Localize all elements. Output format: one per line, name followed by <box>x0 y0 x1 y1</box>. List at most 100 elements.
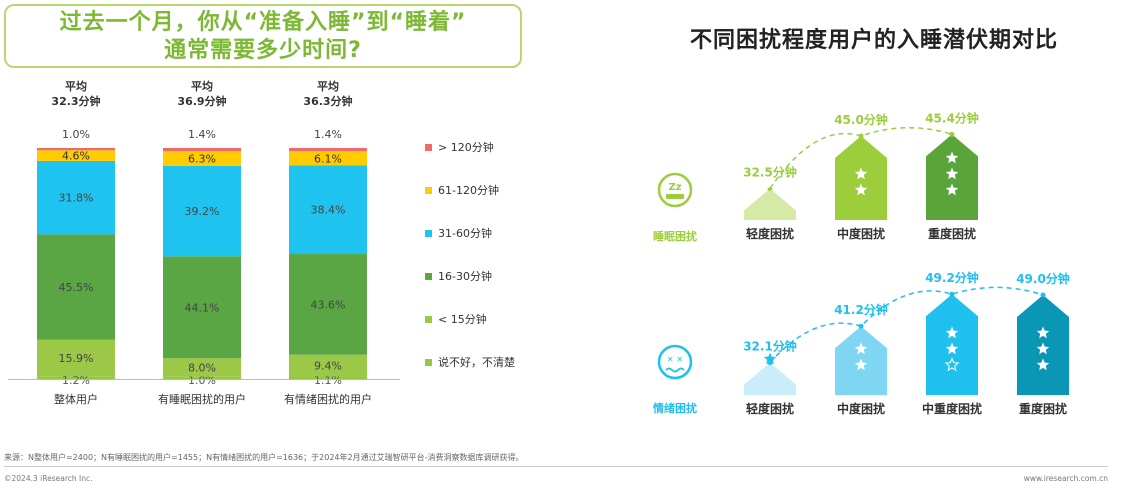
data-label: 38.4% <box>311 204 346 217</box>
star-icon <box>854 167 868 180</box>
category-label: 重度困扰 <box>928 226 976 241</box>
legend-label: 61-120分钟 <box>438 183 499 197</box>
data-label: 1.4% <box>188 128 216 141</box>
average-label: 平均 <box>65 79 87 93</box>
data-label: 9.4% <box>314 360 342 373</box>
legend-label: 说不好，不清楚 <box>438 355 515 369</box>
stack-segment <box>37 339 115 377</box>
question-line-1: 过去一个月，你从“准备入睡”到“睡着” <box>59 10 467 35</box>
value-label: 41.2分钟 <box>834 302 888 317</box>
star-icon <box>945 342 959 355</box>
stack-segment <box>163 358 241 377</box>
data-label: 1.0% <box>62 128 90 141</box>
star-icon <box>944 357 960 372</box>
value-label: 49.2分钟 <box>925 270 979 285</box>
star-icon <box>763 352 777 365</box>
trend-line <box>769 126 953 189</box>
stack-segment <box>37 160 115 235</box>
data-label: 44.1% <box>185 301 220 314</box>
house-bar <box>744 362 796 395</box>
stack-segment <box>37 376 115 379</box>
data-label: 6.1% <box>314 152 342 165</box>
sleep-icon-glyph: Zz <box>668 182 681 193</box>
group-label: 情绪困扰 <box>653 401 697 415</box>
stack-segment <box>163 256 241 359</box>
stack-segment <box>37 234 115 340</box>
value-label: 49.0分钟 <box>1016 271 1070 286</box>
house-bar <box>835 136 887 220</box>
average-label: 平均 <box>317 79 339 93</box>
copyright: ©2024.3 iResearch Inc. <box>4 474 93 483</box>
peak-dot <box>949 291 955 297</box>
star-icon <box>1036 358 1050 371</box>
category-label: 中重度困扰 <box>922 401 982 416</box>
mood-icon <box>657 344 693 380</box>
question-line-2: 通常需要多少时间? <box>164 38 362 63</box>
house-bar <box>744 188 796 220</box>
stack-segment <box>289 376 367 379</box>
star-icon <box>945 183 959 196</box>
star-icon <box>945 151 959 164</box>
stack-segment <box>163 151 241 166</box>
star-icon <box>945 167 959 180</box>
star-icon <box>1036 326 1050 339</box>
legend-swatch <box>425 144 432 151</box>
stack-segment <box>163 165 241 257</box>
average-label: 平均 <box>191 79 213 93</box>
trend-line <box>769 286 1044 364</box>
data-label: 1.0% <box>188 374 216 387</box>
data-label: 45.5% <box>59 281 94 294</box>
mood-icon-eyes: ✕ ✕ <box>667 355 683 364</box>
value-label: 32.1分钟 <box>743 339 797 354</box>
legend-label: 31-60分钟 <box>438 226 492 240</box>
house-bar <box>926 134 978 220</box>
star-icon <box>854 183 868 196</box>
legend-swatch <box>425 359 432 366</box>
stack-segment <box>163 376 241 379</box>
value-label: 45.4分钟 <box>925 110 979 125</box>
legend-swatch <box>425 187 432 194</box>
value-label: 32.5分钟 <box>743 165 797 180</box>
stack-segment <box>289 254 367 355</box>
data-label: 43.6% <box>311 298 346 311</box>
site-url: www.iresearch.com.cn <box>1023 474 1108 483</box>
sleep-icon <box>657 172 693 208</box>
footer-divider <box>4 466 1108 467</box>
group-label: 睡眠困扰 <box>653 229 697 243</box>
data-label: 8.0% <box>188 361 216 374</box>
stack-segment <box>37 150 115 161</box>
data-label: 1.4% <box>314 128 342 141</box>
data-label: 39.2% <box>185 205 220 218</box>
category-label: 轻度困扰 <box>746 401 794 416</box>
category-label: 重度困扰 <box>1019 401 1067 416</box>
legend-swatch <box>425 273 432 280</box>
legend-swatch <box>425 316 432 323</box>
category-label: 有睡眠困扰的用户 <box>158 392 246 406</box>
stack-segment <box>289 165 367 255</box>
star-icon <box>763 177 777 190</box>
data-label: 4.6% <box>62 150 90 163</box>
category-label: 有情绪困扰的用户 <box>284 392 372 406</box>
stacked-bar-chart: 平均32.3分钟1.2%15.9%45.5%31.8%4.6%1.0%整体用户平… <box>8 79 515 406</box>
star-icon <box>854 342 868 355</box>
legend-label: > 120分钟 <box>438 140 494 154</box>
star-icon <box>854 358 868 371</box>
star-icon <box>1036 342 1050 355</box>
category-label: 中度困扰 <box>837 401 885 416</box>
legend-label: < 15分钟 <box>438 312 487 326</box>
average-value: 36.3分钟 <box>303 94 352 108</box>
source-note: 来源：N整体用户=2400；N有睡眠困扰的用户=1455；N有情绪困扰的用户=1… <box>4 453 524 462</box>
stack-segment <box>289 354 367 377</box>
stack-segment <box>289 151 367 166</box>
comparison-title: 不同困扰程度用户的入睡潜伏期对比 <box>690 28 1059 53</box>
category-label: 整体用户 <box>54 392 98 406</box>
data-label: 15.9% <box>59 352 94 365</box>
average-value: 32.3分钟 <box>51 94 100 108</box>
stack-segment <box>163 148 241 152</box>
bed-icon <box>666 194 684 199</box>
value-label: 45.0分钟 <box>834 112 888 127</box>
question-box: 过去一个月，你从“准备入睡”到“睡着” 通常需要多少时间? <box>4 4 522 68</box>
data-label: 31.8% <box>59 192 94 205</box>
legend-swatch <box>425 230 432 237</box>
